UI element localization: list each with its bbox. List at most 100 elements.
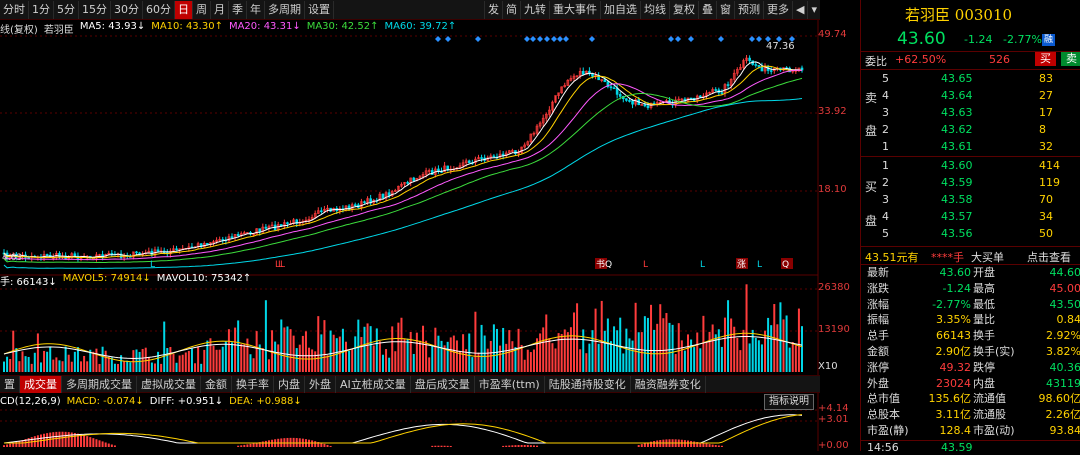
toolbar-btn-8[interactable]: 窗: [716, 1, 734, 19]
macd-bar: [289, 437, 292, 447]
macd-bar: [502, 445, 505, 447]
diamond-marker-11: [668, 36, 674, 42]
candle-body: [98, 254, 101, 256]
period-tab-8[interactable]: 月: [211, 0, 229, 19]
indicator-tab-1[interactable]: 成交量: [20, 375, 62, 393]
candle-body: [264, 226, 268, 229]
volume-bar: [566, 332, 569, 372]
period-tab-6[interactable]: 日: [175, 0, 193, 19]
indicator-tab-9[interactable]: 盘后成交量: [411, 375, 475, 393]
candle-body: [523, 144, 527, 148]
candle-body: [400, 183, 403, 187]
candle-body: [551, 101, 554, 111]
period-tab-5[interactable]: 60分: [143, 0, 175, 19]
volume-bar: [690, 339, 693, 372]
ma-stock-name: 若羽臣: [43, 25, 74, 36]
toolbar-btn-3[interactable]: 重大事件: [549, 1, 600, 19]
ask-price: 43.65: [941, 72, 973, 85]
buy-button[interactable]: 买: [1035, 52, 1056, 66]
indicator-tab-4[interactable]: 金额: [201, 375, 232, 393]
stat-value: 66143: [936, 329, 971, 343]
macd-legend-0: CD(12,26,9): [0, 396, 61, 407]
indicator-tab-8[interactable]: AI立桩成交量: [336, 375, 411, 393]
candle-body: [215, 239, 218, 243]
big-order-price: 43.51元有: [865, 251, 919, 264]
candle-body: [320, 210, 323, 213]
big-order-link[interactable]: 点击查看: [1027, 251, 1071, 264]
sell-button[interactable]: 卖: [1061, 52, 1080, 66]
toolbar-btn-10[interactable]: 更多: [763, 1, 792, 19]
stat-row-9: 总股本 3.11亿 流通股 2.26亿: [861, 408, 1080, 422]
macd-bar: [113, 445, 116, 447]
candle-body: [393, 190, 397, 192]
diamond-marker-15: [749, 36, 755, 42]
toolbar-btn-6[interactable]: 复权: [669, 1, 698, 19]
candle-body: [295, 219, 299, 224]
ask-level: 3: [882, 106, 889, 119]
candle-body: [421, 174, 425, 178]
period-tab-2[interactable]: 5分: [54, 0, 79, 19]
macd-bar: [107, 443, 110, 447]
period-tab-4[interactable]: 30分: [111, 0, 143, 19]
candle-body: [427, 170, 431, 172]
toolbar-btn-1[interactable]: 简: [502, 1, 520, 19]
period-tab-0[interactable]: 分时: [0, 0, 29, 19]
toolbar-btn-9[interactable]: 预测: [734, 1, 763, 19]
stat-label: 外盘: [867, 376, 889, 390]
kline-chart-area[interactable]: 分时 1分 5分 15分 30分 60分日周月季年多周期 设置 发简九转 重大事件 加自选 均线 复权…: [0, 0, 860, 451]
weibi-value: +62.50%: [895, 53, 947, 66]
period-tab-1[interactable]: 1分: [29, 0, 54, 19]
price-tick-2: 18.10: [818, 184, 847, 195]
tick-price: 43.59: [941, 441, 973, 454]
indicator-tab-7[interactable]: 外盘: [305, 375, 336, 393]
indicator-tab-12[interactable]: 融资融券变化: [631, 375, 706, 393]
toolbar-btn-7[interactable]: 叠: [698, 1, 716, 19]
volume-bar: [274, 341, 277, 372]
volume-bar: [314, 351, 317, 372]
toolbar-btn-4[interactable]: 加自选: [600, 1, 640, 19]
volume-bar: [150, 362, 153, 372]
indicator-tab-3[interactable]: 虚拟成交量: [137, 375, 201, 393]
volume-bar: [320, 334, 323, 372]
period-tab-3[interactable]: 15分: [79, 0, 111, 19]
stat-row-3: 振幅 3.35% 量比 0.84: [861, 313, 1080, 327]
candle-body: [255, 228, 258, 235]
indicator-tab-10[interactable]: 市盈率(ttm): [475, 375, 545, 393]
period-tab-12[interactable]: 设置: [305, 0, 334, 19]
candle-body: [323, 208, 326, 212]
period-tab-11[interactable]: 多周期: [265, 0, 305, 19]
candle-body: [199, 243, 203, 248]
volume-bar: [277, 344, 280, 372]
volume-bar: [308, 347, 311, 372]
macd-bar: [15, 441, 18, 447]
toolbar-btn-5[interactable]: 均线: [640, 1, 669, 19]
candle-body: [344, 205, 348, 210]
stat-row-4: 总手 66143 换手 2.92%: [861, 329, 1080, 343]
indicator-tab-5[interactable]: 换手率: [232, 375, 274, 393]
big-order-row: 43.51元有 ****手 大买单 点击查看: [865, 249, 1080, 264]
candle-body: [572, 75, 576, 79]
macd-bar: [646, 442, 649, 447]
ma-item-0: MA5: 43.93↓: [79, 21, 146, 32]
indicator-tab-6[interactable]: 内盘: [274, 375, 305, 393]
arrow-left-icon[interactable]: ◀: [792, 1, 807, 19]
ask-level: 4: [882, 89, 889, 102]
indicator-tab-2[interactable]: 多周期成交量: [62, 375, 137, 393]
chevron-down-icon[interactable]: ▾: [807, 1, 820, 19]
macd-bar: [92, 438, 95, 447]
indicator-help-button[interactable]: 指标说明: [764, 394, 814, 410]
candle-body: [612, 87, 616, 90]
indicator-tab-11[interactable]: 陆股通持股变化: [545, 375, 631, 393]
ask-volume: 83: [1039, 72, 1053, 85]
bid-level: 5: [882, 227, 889, 240]
volume-bar: [117, 363, 119, 372]
indicator-tab-0[interactable]: 置: [0, 375, 20, 393]
period-tab-7[interactable]: 周: [193, 0, 211, 19]
toolbar-btn-2[interactable]: 九转: [520, 1, 549, 19]
volume-bar: [221, 346, 224, 372]
toolbar-btn-0[interactable]: 发: [484, 1, 502, 19]
event-marker-bg-7: [736, 258, 748, 269]
period-tab-9[interactable]: 季: [229, 0, 247, 19]
period-tab-10[interactable]: 年: [247, 0, 265, 19]
volume-bar: [61, 361, 64, 372]
